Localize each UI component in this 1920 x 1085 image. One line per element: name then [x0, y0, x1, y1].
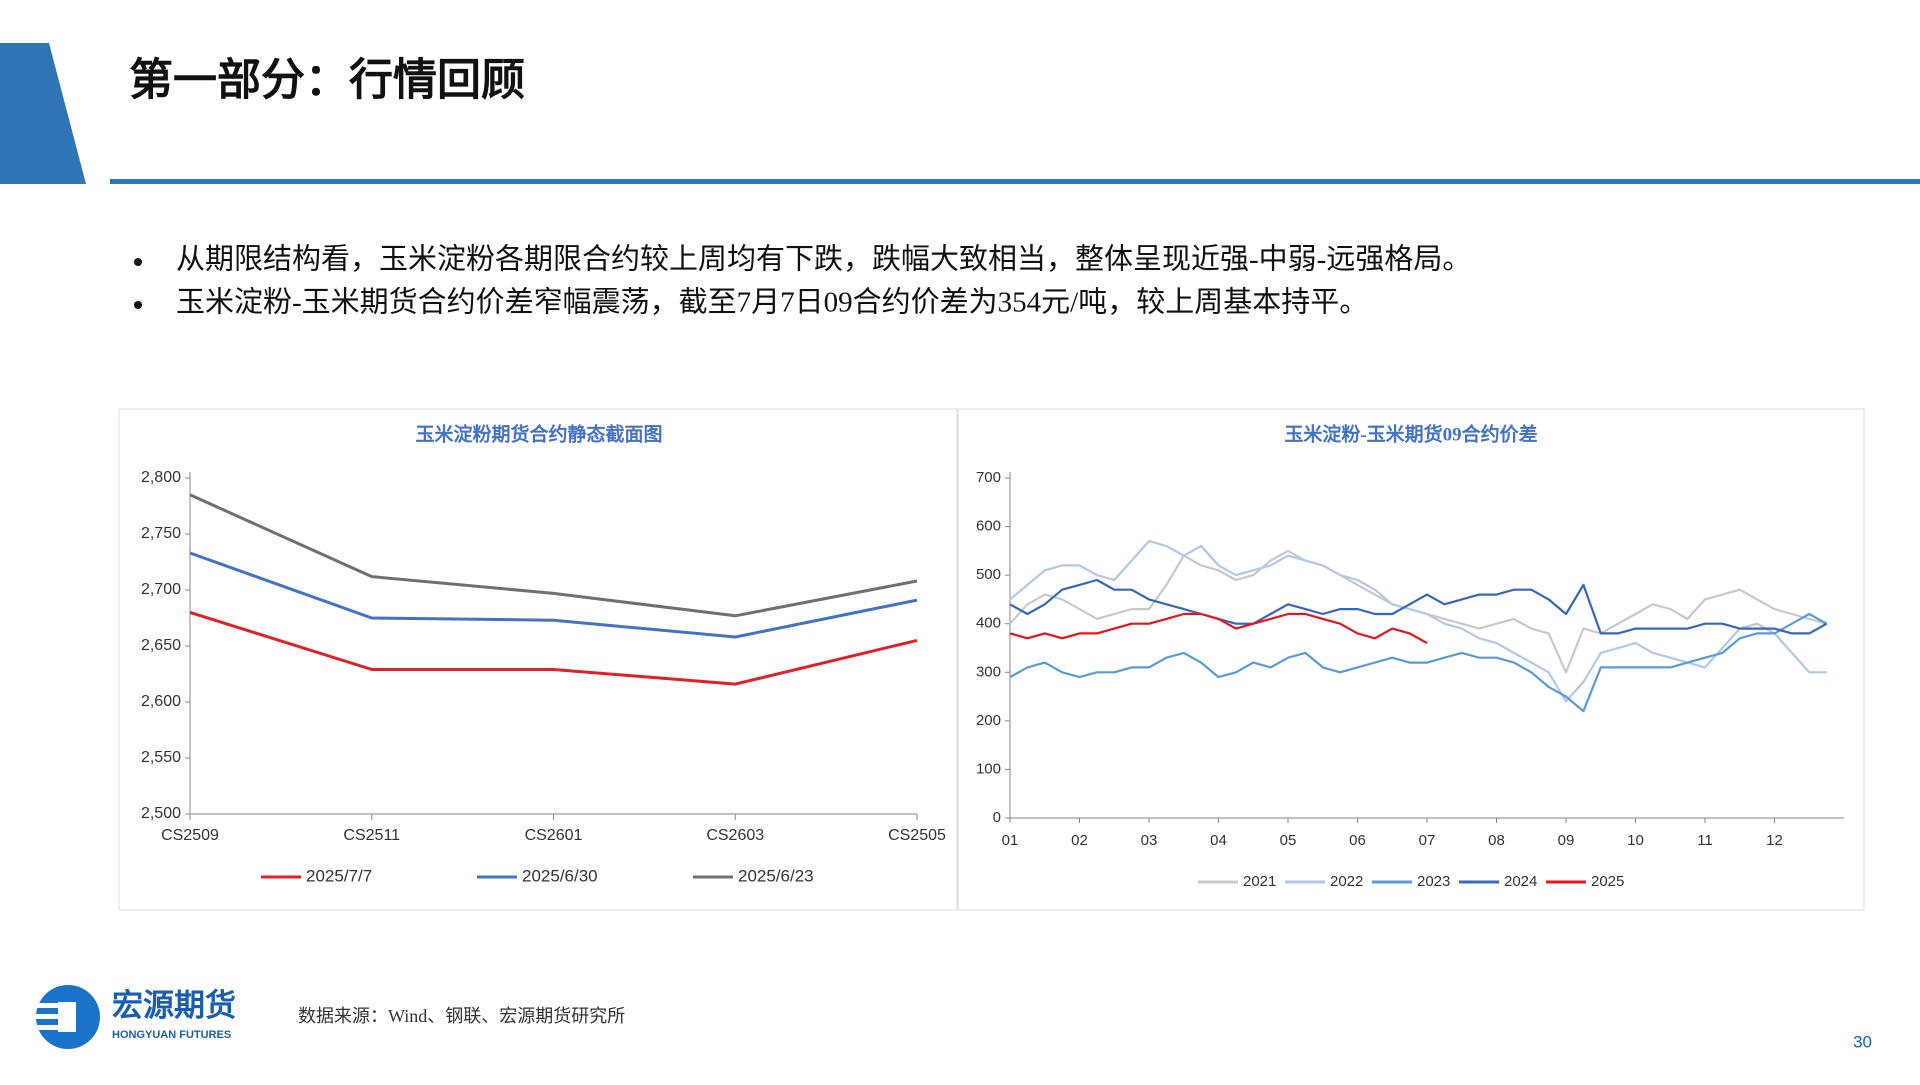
legend-label: 2022 [1330, 873, 1363, 890]
y-tick-label: 700 [976, 469, 1001, 486]
y-tick-label: 2,500 [141, 805, 181, 822]
header-accent [0, 43, 86, 184]
header-rule [110, 179, 1920, 184]
x-tick-label: 12 [1766, 832, 1783, 849]
series-line [1009, 578, 1828, 635]
legend-label: 2023 [1417, 873, 1450, 890]
chart-title: 玉米淀粉-玉米期货09合约价差 [1284, 422, 1537, 445]
legend-label: 2025/7/7 [306, 866, 372, 885]
bullet-dot [134, 258, 142, 266]
legend-label: 2021 [1243, 873, 1276, 890]
x-tick-label: 08 [1488, 832, 1505, 849]
y-tick-label: 2,700 [141, 581, 181, 598]
x-tick-label: 11 [1697, 832, 1713, 849]
y-tick-label: 2,650 [141, 637, 181, 654]
x-tick-label: 03 [1141, 832, 1158, 849]
x-tick-label: 10 [1627, 832, 1644, 849]
bullet: 从期限结构看，玉米淀粉各期限合约较上周均有下跌，跌幅大致相当，整体呈现近强-中弱… [176, 243, 1471, 276]
slide-title: 第一部分：行情回顾 [129, 56, 525, 105]
legend-label: 2025 [1591, 873, 1624, 890]
y-tick-label: 400 [976, 615, 1001, 632]
legend-label: 2025/6/30 [522, 866, 598, 885]
x-tick-label: CS2509 [161, 827, 219, 844]
logo: 宏源期货 HONGYUAN FUTURES [36, 985, 236, 1049]
x-tick-label: 01 [1002, 832, 1019, 849]
legend-label: 2024 [1504, 873, 1537, 890]
series-line [1009, 612, 1428, 645]
series-line [1009, 540, 1827, 703]
x-tick-label: CS2603 [706, 827, 764, 844]
y-tick-label: 200 [976, 712, 1001, 729]
logo-name: 宏源期货 [112, 988, 236, 1023]
x-tick-label: 06 [1349, 832, 1366, 849]
logo-stripe [36, 1025, 76, 1030]
page-number: 30 [1853, 1032, 1872, 1051]
x-tick-label: CS2601 [525, 827, 583, 844]
y-tick-label: 100 [976, 760, 1001, 777]
series-line [189, 493, 918, 618]
source-note: 数据来源：Wind、钢联、宏源期货研究所 [298, 1006, 625, 1026]
x-tick-label: 02 [1071, 832, 1088, 849]
y-tick-label: 2,600 [141, 693, 181, 710]
y-tick-label: 0 [993, 809, 1001, 826]
series-line [1009, 612, 1828, 713]
series-line [189, 551, 918, 639]
logo-stripe [36, 1014, 76, 1019]
y-tick-label: 2,800 [141, 469, 181, 486]
chart-frame [957, 408, 1865, 911]
logo-english: HONGYUAN FUTURES [112, 1029, 231, 1041]
y-tick-label: 300 [976, 663, 1001, 680]
y-tick-label: 2,750 [141, 525, 181, 542]
bullet-dot [134, 301, 142, 309]
chart-title: 玉米淀粉期货合约静态截面图 [415, 422, 662, 445]
bullet: 玉米淀粉-玉米期货合约价差窄幅震荡，截至7月7日09合约价差为354元/吨，较上… [176, 286, 1368, 319]
y-tick-label: 600 [976, 518, 1001, 535]
chart-frame [118, 408, 958, 911]
x-tick-label: CS2511 [343, 827, 400, 844]
legend-label: 2025/6/23 [738, 866, 814, 885]
x-tick-label: 07 [1419, 832, 1436, 849]
x-tick-label: 09 [1558, 832, 1575, 849]
x-tick-label: 05 [1280, 832, 1297, 849]
logo-square [58, 1002, 76, 1032]
series-line [189, 610, 918, 686]
x-tick-label: CS2505 [888, 827, 946, 844]
y-tick-label: 500 [976, 566, 1001, 583]
logo-stripe [36, 1003, 76, 1008]
y-tick-label: 2,550 [141, 749, 181, 766]
x-tick-label: 04 [1210, 832, 1227, 849]
